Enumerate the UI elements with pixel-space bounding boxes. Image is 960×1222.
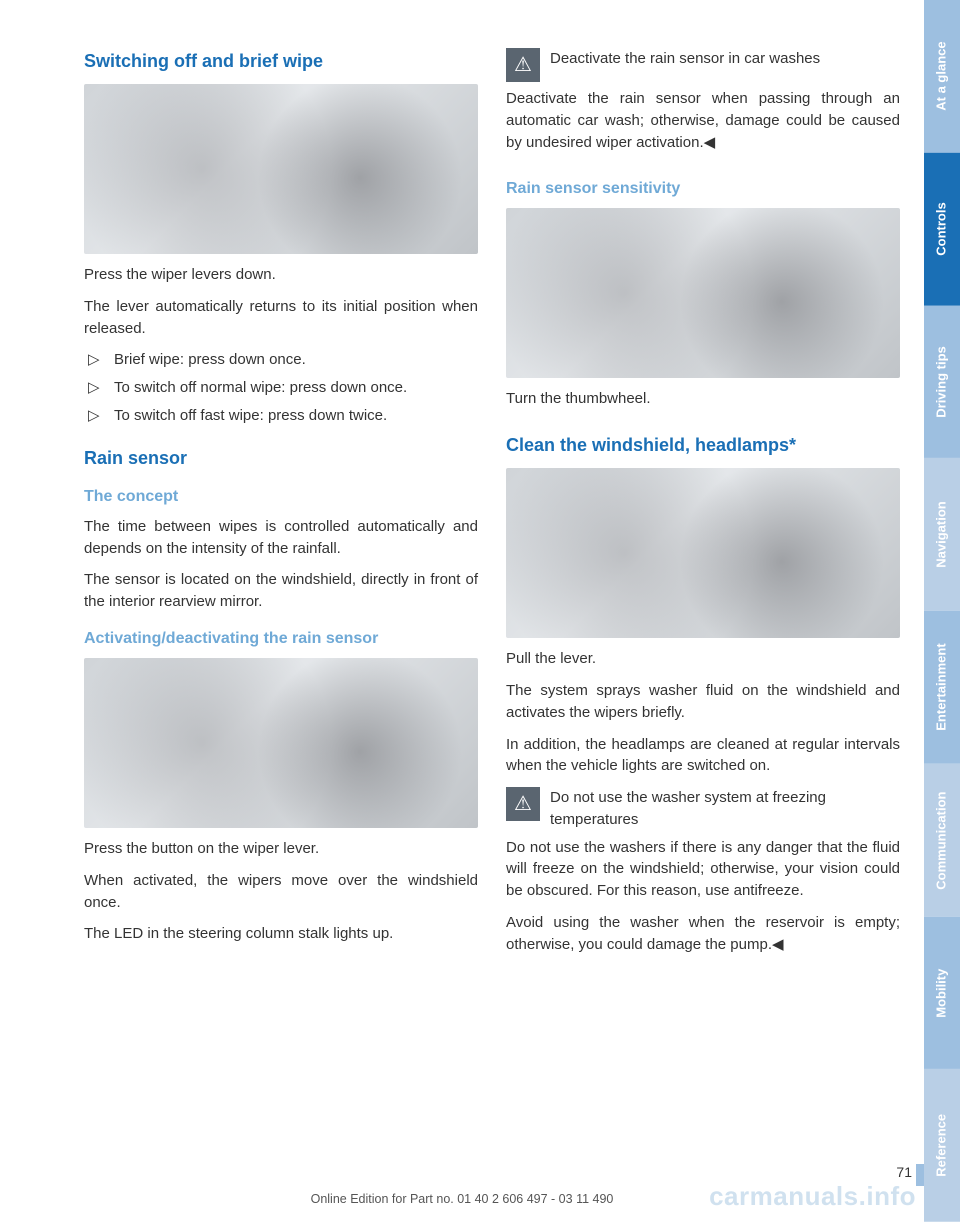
tab-controls[interactable]: Controls [924,153,960,306]
heading-sensitivity: Rain sensor sensitivity [506,177,900,200]
warning-icon [506,48,540,82]
footer-text: Online Edition for Part no. 01 40 2 606 … [0,1190,924,1208]
page-number: 71 [896,1162,912,1182]
warning-title: Deactivate the rain sensor in car washes [550,48,820,70]
warning-icon [506,787,540,821]
tab-mobility[interactable]: Mobility [924,917,960,1070]
right-column: Deactivate the rain sensor in car washes… [506,48,900,1202]
page-stripe [916,1164,924,1186]
left-column: Switching off and brief wipe Press the w… [84,48,478,1202]
text-lever-return: The lever automatically returns to its i… [84,296,478,340]
bullet: Brief wipe: press down once. [88,349,478,371]
text-act-2: When activated, the wipers move over the… [84,870,478,914]
tab-at-a-glance[interactable]: At a glance [924,0,960,153]
bullet: To switch off normal wipe: press down on… [88,377,478,399]
heading-activating: Activating/deactivating the rain sensor [84,627,478,650]
bullet-list-wipe: Brief wipe: press down once. To switch o… [84,349,478,432]
text-press: Press the wiper levers down. [84,264,478,286]
text-concept-2: The sensor is located on the windshield,… [84,569,478,613]
figure-wiper-down [84,84,478,254]
heading-concept: The concept [84,485,478,508]
figure-pull-lever [506,468,900,638]
text-act-3: The LED in the steering column stalk lig… [84,923,478,945]
content-area: Switching off and brief wipe Press the w… [0,0,924,1222]
text-concept-1: The time between wipes is controlled aut… [84,516,478,560]
page: Switching off and brief wipe Press the w… [0,0,960,1222]
tab-entertainment[interactable]: Entertainment [924,611,960,764]
text-act-1: Press the button on the wiper lever. [84,838,478,860]
text-headlamps: In addition, the headlamps are cleaned a… [506,734,900,778]
tab-navigation[interactable]: Navigation [924,458,960,611]
warning-title: Do not use the washer system at freezing… [550,787,900,831]
tab-reference[interactable]: Reference [924,1069,960,1222]
side-tabs: At a glance Controls Driving tips Naviga… [924,0,960,1222]
heading-switching: Switching off and brief wipe [84,48,478,74]
figure-thumbwheel [506,208,900,378]
figure-rain-sensor-button [84,658,478,828]
warning-body: Deactivate the rain sensor when passing … [506,88,900,153]
tab-communication[interactable]: Communication [924,764,960,917]
text-turn: Turn the thumbwheel. [506,388,900,410]
text-avoid: Avoid using the washer when the reservoi… [506,912,900,956]
heading-rain-sensor: Rain sensor [84,445,478,471]
heading-clean: Clean the windshield, headlamps* [506,432,900,458]
warning-body-2: Do not use the washers if there is any d… [506,837,900,902]
text-pull: Pull the lever. [506,648,900,670]
text-spray: The system sprays washer fluid on the wi… [506,680,900,724]
warning-block-carwash: Deactivate the rain sensor in car washes [506,48,900,82]
warning-block-freezing: Do not use the washer system at freezing… [506,787,900,831]
bullet: To switch off fast wipe: press down twic… [88,405,478,427]
tab-driving-tips[interactable]: Driving tips [924,306,960,459]
